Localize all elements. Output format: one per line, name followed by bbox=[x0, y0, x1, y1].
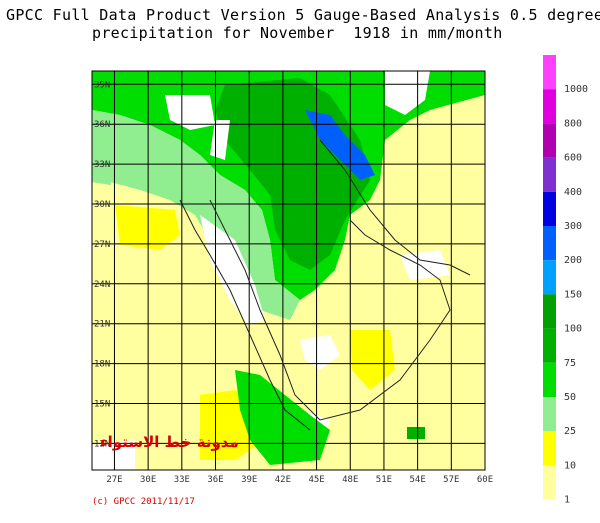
missing-caspian bbox=[385, 71, 430, 115]
lon-tick-label: 33E bbox=[174, 475, 190, 485]
colorbar-label: 1000 bbox=[564, 84, 588, 95]
map-frame bbox=[91, 70, 486, 471]
colorbar-swatch bbox=[543, 89, 556, 124]
lat-tick-label: 36N bbox=[94, 120, 110, 130]
lat-tick-label: 24N bbox=[94, 280, 110, 290]
chart-title: GPCC Full Data Product Version 5 Gauge-B… bbox=[6, 6, 600, 24]
colorbar-label: 800 bbox=[564, 118, 582, 129]
lon-tick-label: 42E bbox=[275, 475, 291, 485]
colorbar-label: 75 bbox=[564, 358, 576, 369]
colorbar-label: 10 bbox=[564, 460, 576, 471]
colorbar-label: 1 bbox=[564, 495, 570, 506]
colorbar-swatch bbox=[543, 465, 556, 500]
colorbar-swatch bbox=[543, 431, 556, 466]
field-blue-zagros bbox=[305, 110, 375, 180]
field-transition-green bbox=[92, 110, 300, 320]
lon-tick-label: 60E bbox=[477, 475, 493, 485]
missing-levant bbox=[210, 120, 230, 160]
lat-tick-label: 15N bbox=[94, 400, 110, 410]
colorbar-label: 600 bbox=[564, 153, 582, 164]
colorbar: 1000 800 600 400 300 200 150 100 75 50 25 10 1 bbox=[543, 55, 588, 506]
lat-tick-label: 27N bbox=[94, 240, 110, 250]
chart-subtitle: precipitation for November 1918 in mm/mo… bbox=[92, 24, 503, 42]
coastline-arabia bbox=[209, 199, 451, 421]
missing-turkey bbox=[165, 95, 215, 130]
copyright-text: (c) GPCC 2011/11/17 bbox=[92, 497, 195, 507]
colorbar-label: 400 bbox=[564, 187, 582, 198]
colorbar-label: 300 bbox=[564, 221, 582, 232]
lat-tick-label: 18N bbox=[94, 360, 110, 370]
watermark-text: مدونة خط الاستواء bbox=[100, 433, 239, 451]
colorbar-swatch bbox=[543, 157, 556, 192]
colorbar-label: 25 bbox=[564, 426, 576, 437]
lat-tick-label: 39N bbox=[94, 80, 110, 90]
lon-tick-label: 45E bbox=[308, 475, 324, 485]
coastline-gulf-iran bbox=[319, 139, 471, 276]
colorbar-swatch bbox=[543, 260, 556, 295]
colorbar-swatch bbox=[543, 397, 556, 432]
missing-sw bbox=[92, 440, 135, 470]
colorbar-label: 200 bbox=[564, 255, 582, 266]
colorbar-swatch bbox=[543, 294, 556, 329]
colorbar-swatch bbox=[543, 362, 556, 397]
lat-tick-label: 12N bbox=[94, 439, 110, 449]
lon-tick-label: 39E bbox=[241, 475, 257, 485]
colorbar-label: 50 bbox=[564, 392, 576, 403]
lon-tick-label: 36E bbox=[207, 475, 223, 485]
lat-tick-label: 30N bbox=[94, 200, 110, 210]
lat-tick-label: 21N bbox=[94, 320, 110, 330]
field-yellow-egypt bbox=[115, 205, 180, 250]
colorbar-swatch bbox=[543, 55, 556, 90]
missing-rubalkhali bbox=[300, 335, 340, 370]
lon-tick-label: 51E bbox=[376, 475, 392, 485]
colorbar-swatch bbox=[543, 328, 556, 363]
colorbar-swatch bbox=[543, 123, 556, 158]
lon-tick-label: 48E bbox=[342, 475, 358, 485]
lon-tick-label: 30E bbox=[140, 475, 156, 485]
coastline-redsea-west bbox=[179, 199, 311, 431]
lon-tick-label: 57E bbox=[443, 475, 459, 485]
colorbar-swatch bbox=[543, 191, 556, 226]
lat-tick-label: 33N bbox=[94, 160, 110, 170]
colorbar-swatch bbox=[543, 226, 556, 261]
field-socotra bbox=[407, 427, 425, 439]
coastlines bbox=[179, 139, 471, 431]
colorbar-label: 150 bbox=[564, 289, 582, 300]
missing-gulf bbox=[400, 250, 450, 280]
colorbar-label: 100 bbox=[564, 324, 582, 335]
map-background bbox=[91, 70, 486, 471]
lon-tick-label: 27E bbox=[106, 475, 122, 485]
lon-tick-label: 54E bbox=[409, 475, 425, 485]
